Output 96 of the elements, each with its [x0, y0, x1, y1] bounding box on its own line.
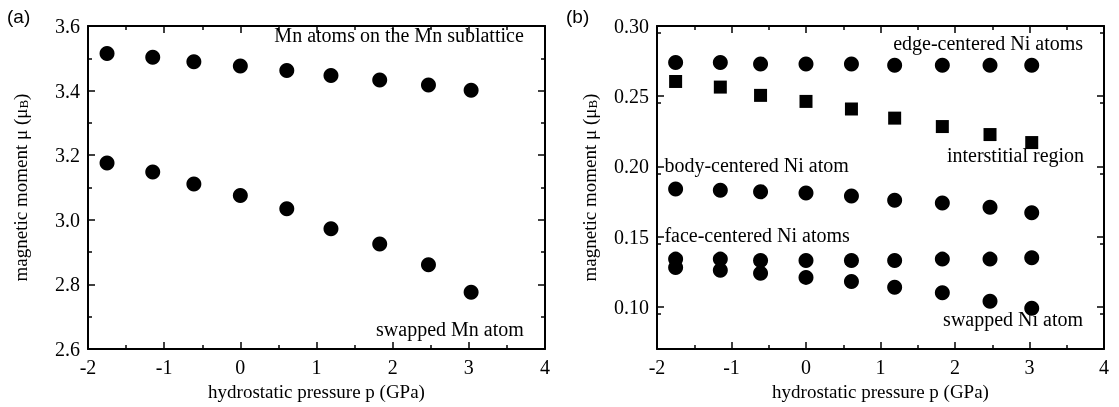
point [145, 49, 161, 65]
point [753, 253, 769, 269]
point [844, 102, 858, 116]
point [798, 253, 814, 269]
point [712, 182, 728, 198]
y-tick-label: 0.10 [614, 295, 649, 318]
chart-title: (a) [7, 6, 31, 27]
point [982, 293, 998, 309]
point [232, 58, 248, 74]
y-axis-title: magnetic moment μ (μB) [10, 93, 32, 282]
y-tick-label: 3.2 [55, 144, 80, 167]
point [888, 111, 902, 125]
y-tick-label: 2.8 [55, 273, 80, 296]
point [668, 55, 684, 71]
x-tick-label: 3 [1024, 356, 1035, 378]
legend-label: swapped Mn atom [376, 317, 525, 341]
point [1024, 205, 1040, 221]
point [753, 184, 769, 200]
x-axis-title: hydrostatic pressure p (GPa) [772, 380, 989, 403]
y-tick-label: 0.30 [614, 15, 649, 37]
chart-title: (b) [566, 6, 590, 27]
point [983, 128, 997, 142]
point [323, 221, 339, 237]
point [713, 80, 727, 94]
point [668, 181, 684, 197]
point [1024, 250, 1040, 266]
y-tick-label: 2.6 [55, 338, 80, 360]
x-tick-label: 2 [950, 356, 960, 378]
point [186, 54, 202, 70]
point [463, 284, 479, 300]
point [887, 253, 903, 269]
point [1025, 136, 1039, 150]
x-tick-label: 0 [801, 356, 811, 378]
point [887, 279, 903, 295]
point [887, 57, 903, 73]
y-tick-label: 3.0 [55, 208, 80, 231]
y-tick-label: 0.15 [614, 225, 649, 248]
point [372, 236, 388, 252]
legend-label: interstitial region [946, 144, 1085, 168]
point [934, 251, 950, 267]
point [843, 56, 859, 72]
point [753, 56, 769, 72]
series-label: face-centered Ni atoms [664, 223, 851, 246]
point [669, 74, 683, 88]
y-tick-label: 3.4 [55, 79, 80, 102]
point [798, 269, 814, 285]
point [279, 201, 295, 217]
x-tick-label: -1 [155, 356, 173, 378]
y-axis-title: magnetic moment μ (μB) [579, 93, 601, 282]
y-tick-label: 3.6 [55, 15, 80, 37]
point [935, 120, 949, 134]
point [982, 57, 998, 73]
point [232, 188, 248, 204]
point [99, 45, 115, 61]
point [372, 72, 388, 88]
x-tick-label: 3 [463, 356, 474, 378]
point [420, 257, 436, 273]
point [934, 195, 950, 211]
x-axis-title: hydrostatic pressure p (GPa) [208, 380, 425, 403]
point [186, 176, 202, 192]
point [712, 55, 728, 71]
x-tick-label: 1 [875, 356, 886, 378]
point [799, 94, 813, 108]
point [887, 192, 903, 208]
legend-label: Mn atoms on the Mn sublattice [274, 23, 524, 46]
legend-label: edge-centered Ni atoms [893, 31, 1084, 55]
point [798, 56, 814, 72]
point [982, 199, 998, 215]
point [798, 185, 814, 201]
point [934, 57, 950, 73]
point [712, 262, 728, 278]
point [753, 265, 769, 281]
x-tick-label: 2 [387, 356, 398, 378]
point [843, 253, 859, 269]
point [982, 251, 998, 267]
x-tick-label: 4 [1099, 356, 1109, 378]
point [279, 63, 295, 79]
point [323, 67, 339, 83]
point [420, 77, 436, 93]
x-tick-label: -1 [723, 356, 740, 378]
x-tick-label: 4 [540, 356, 550, 378]
point [99, 155, 115, 171]
y-tick-label: 0.20 [614, 155, 649, 178]
x-tick-label: 0 [235, 356, 246, 378]
point [754, 88, 768, 102]
x-tick-label: -2 [648, 356, 666, 378]
y-tick-label: 0.25 [614, 85, 649, 108]
x-tick-label: -2 [79, 356, 97, 378]
point [934, 285, 950, 301]
point [843, 274, 859, 290]
series-label: body-centered Ni atom [664, 154, 850, 178]
x-tick-label: 1 [311, 356, 322, 378]
point [843, 188, 859, 204]
point [1024, 57, 1040, 73]
point [145, 164, 161, 180]
point [463, 82, 479, 98]
